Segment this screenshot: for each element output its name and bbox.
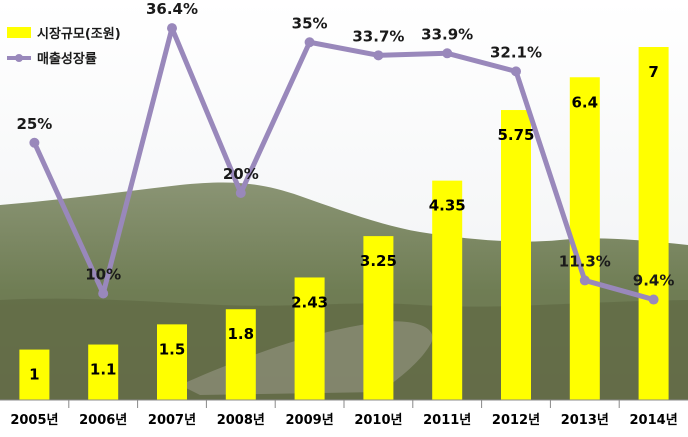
bar-label-6: 4.35: [429, 197, 466, 215]
x-tick-7: 2012년: [492, 413, 540, 428]
x-tick-5: 2010년: [354, 413, 402, 428]
x-tick-0: 2005년: [10, 413, 58, 428]
growth-label-0: 25%: [16, 115, 52, 133]
bar-0: [19, 349, 50, 400]
legend-label-line: 매출성장률: [37, 51, 97, 67]
growth-line: [32, 25, 655, 302]
bar-3: [225, 309, 256, 400]
bar-label-9: 7: [648, 63, 658, 81]
legend: 시장규모(조원) 매출성장률: [7, 26, 121, 67]
growth-label-9: 9.4%: [633, 272, 675, 290]
bars-layer: [19, 47, 669, 401]
bar-label-1: 1.1: [90, 361, 117, 379]
x-axis: 2005년 2006년 2007년 2008년 2009년 2010년 2011년 2012년…: [0, 399, 688, 437]
bar-labels-layer: 1 1.1 1.5 1.8 2.43 3.25 4.35 5.75 6.4 7: [29, 63, 659, 384]
growth-point-9: [648, 294, 659, 305]
growth-label-6: 33.9%: [421, 25, 473, 43]
x-tick-3: 2008년: [217, 413, 265, 428]
growth-point-1: [98, 288, 109, 299]
bar-label-8: 6.4: [572, 93, 599, 111]
growth-point-0: [29, 137, 40, 148]
bar-9: [638, 47, 669, 400]
bar-label-7: 5.75: [497, 126, 534, 144]
growth-labels-layer: 25% 10% 36.4% 20% 35% 33.7% 33.9% 32.1% 11.3% 9.4…: [16, 0, 674, 289]
growth-point-7: [511, 66, 521, 77]
growth-label-7: 32.1%: [490, 43, 542, 61]
growth-point-8: [579, 275, 590, 286]
bar-2: [157, 324, 187, 400]
x-tick-4: 2009년: [286, 413, 334, 428]
bar-8: [569, 77, 600, 400]
bar-5: [363, 236, 394, 400]
growth-label-4: 35%: [292, 14, 328, 32]
bar-4: [294, 277, 325, 400]
bar-7: [501, 110, 531, 401]
bar-label-4: 2.43: [291, 293, 328, 311]
growth-point-5: [373, 50, 384, 61]
growth-point-2: [167, 23, 177, 34]
growth-line-layer: [29, 23, 659, 305]
x-tick-6: 2011년: [423, 413, 471, 428]
bar-6: [432, 180, 463, 400]
x-tick-9: 2014년: [630, 413, 678, 428]
x-tick-8: 2013년: [561, 413, 609, 428]
growth-point-3: [235, 188, 246, 198]
growth-point-4: [304, 37, 315, 48]
growth-point-6: [442, 48, 453, 59]
x-tick-2: 2007년: [148, 413, 196, 428]
bar-label-2: 1.5: [159, 340, 186, 358]
legend-label-bar: 시장규모(조원): [37, 26, 121, 42]
growth-label-2: 36.4%: [146, 0, 198, 18]
growth-label-3: 20%: [223, 165, 259, 183]
growth-label-1: 10%: [85, 266, 121, 284]
growth-label-8: 11.3%: [559, 252, 611, 270]
bar-label-5: 3.25: [360, 252, 397, 270]
bar-label-0: 1: [29, 366, 39, 384]
bar-label-3: 1.8: [228, 325, 255, 343]
growth-label-5: 33.7%: [352, 27, 404, 45]
bar-1: [88, 344, 119, 400]
x-tick-1: 2006년: [79, 413, 127, 428]
legend-swatch-bar: [7, 27, 31, 38]
